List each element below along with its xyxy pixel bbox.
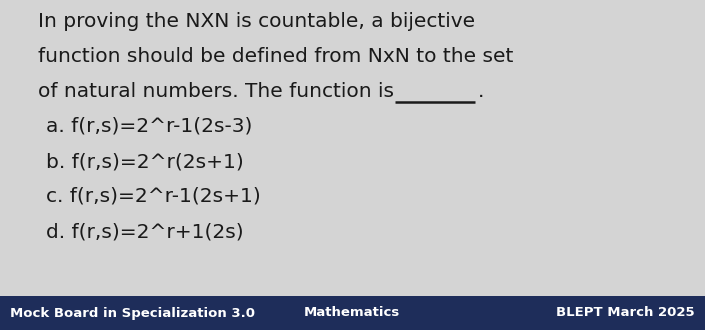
Bar [0,296,705,330]
Text: BLEPT March 2025: BLEPT March 2025 [556,307,695,319]
Text: a. f(r,s)=2^r-1(2s-3): a. f(r,s)=2^r-1(2s-3) [46,117,252,136]
Text: b. f(r,s)=2^r(2s+1): b. f(r,s)=2^r(2s+1) [46,152,244,171]
Text: In proving the NXN is countable, a bijective: In proving the NXN is countable, a bijec… [38,12,475,31]
Text: .: . [478,82,484,101]
Text: c. f(r,s)=2^r-1(2s+1): c. f(r,s)=2^r-1(2s+1) [46,187,261,206]
Text: function should be defined from NxN to the set: function should be defined from NxN to t… [38,47,513,66]
Text: Mock Board in Specialization 3.0: Mock Board in Specialization 3.0 [10,307,255,319]
Text: Mathematics: Mathematics [304,307,400,319]
Text: d. f(r,s)=2^r+1(2s): d. f(r,s)=2^r+1(2s) [46,222,244,241]
Text: of natural numbers. The function is: of natural numbers. The function is [38,82,394,101]
